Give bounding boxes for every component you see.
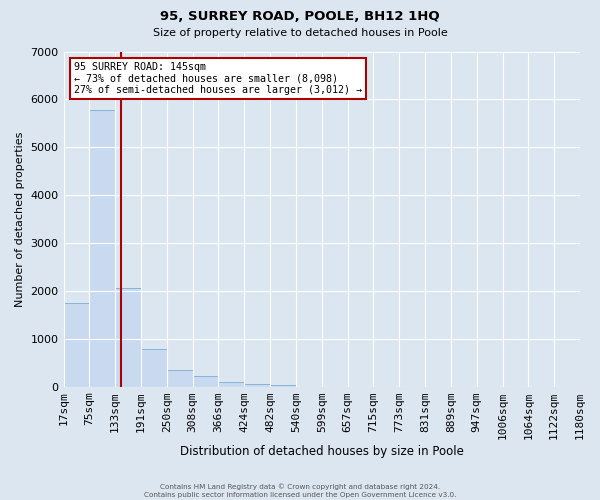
Text: Size of property relative to detached houses in Poole: Size of property relative to detached ho… xyxy=(152,28,448,38)
Bar xyxy=(193,376,218,387)
X-axis label: Distribution of detached houses by size in Poole: Distribution of detached houses by size … xyxy=(180,444,464,458)
Text: Contains HM Land Registry data © Crown copyright and database right 2024.
Contai: Contains HM Land Registry data © Crown c… xyxy=(144,484,456,498)
Y-axis label: Number of detached properties: Number of detached properties xyxy=(15,132,25,307)
Bar xyxy=(270,386,296,387)
Bar xyxy=(141,348,167,387)
Bar xyxy=(167,370,193,387)
Bar xyxy=(218,382,244,387)
Text: 95, SURREY ROAD, POOLE, BH12 1HQ: 95, SURREY ROAD, POOLE, BH12 1HQ xyxy=(160,10,440,23)
Bar xyxy=(64,303,89,387)
Bar xyxy=(244,384,270,387)
Text: 95 SURREY ROAD: 145sqm
← 73% of detached houses are smaller (8,098)
27% of semi-: 95 SURREY ROAD: 145sqm ← 73% of detached… xyxy=(74,62,362,95)
Bar xyxy=(89,110,115,387)
Bar xyxy=(115,288,141,387)
